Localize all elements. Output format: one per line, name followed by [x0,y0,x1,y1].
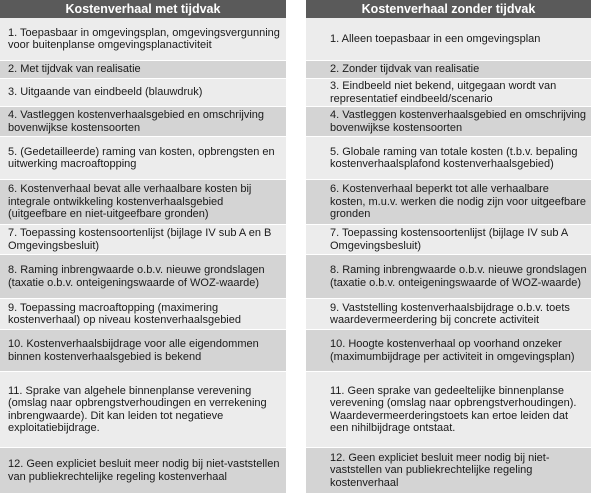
row-text: 11. Geen sprake van gedeeltelijke binnen… [330,384,577,435]
table-row: 9. Toepassing macroaftopping (maximering… [0,299,286,330]
table-row: 6. Kostenverhaal bevat alle verhaalbare … [0,180,286,225]
table-row: 12. Geen expliciet besluit meer nodig bi… [306,448,591,494]
row-text: 3. Eindbeeld niet bekend, uitgegaan word… [330,80,557,105]
table-row: 6. Kostenverhaal beperkt tot alle verhaa… [306,180,591,225]
table-row: 11. Geen sprake van gedeeltelijke binnen… [306,372,591,448]
row-text: 9. Toepassing macroaftopping (maximering… [8,301,241,327]
row-text: 12. Geen expliciet besluit meer nodig bi… [330,451,550,489]
row-text: 7. Toepassing kostensoortenlijst (bijlag… [8,227,272,252]
row-text: 1. Toepasbaar in omgevingsplan, omgeving… [8,26,280,52]
table-row: 3. Eindbeeld niet bekend, uitgegaan word… [306,79,591,107]
table-row: 3. Uitgaande van eindbeeld (blauwdruk) [0,79,286,107]
row-text: 4. Vastleggen kostenverhaalsgebied en om… [330,109,587,134]
row-text: 1. Alleen toepasbaar in een omgevingspla… [330,32,541,45]
row-text: 8. Raming inbrengwaarde o.b.v. nieuwe gr… [8,264,265,289]
table-row: 12. Geen expliciet besluit meer nodig bi… [0,448,286,494]
table-row: 1. Alleen toepasbaar in een omgevingspla… [306,18,591,61]
column-header-zonder-tijdvak: Kostenverhaal zonder tijdvak [306,0,591,18]
column-zonder-tijdvak: Kostenverhaal zonder tijdvak 1. Alleen t… [306,0,591,497]
row-text: 4. Vastleggen kostenverhaalsgebied en om… [8,109,265,134]
row-text: 5. (Gedetailleerde) raming van kosten, o… [8,145,275,171]
table-row: 1. Toepasbaar in omgevingsplan, omgeving… [0,18,286,61]
table-row: 9. Vaststelling kostenverhaalsbijdrage o… [306,299,591,330]
row-text: 9. Vaststelling kostenverhaalsbijdrage o… [330,301,570,327]
table-row: 4. Vastleggen kostenverhaalsgebied en om… [0,107,286,137]
table-row: 5. Globale raming van totale kosten (t.b… [306,137,591,180]
row-text: 2. Met tijdvak van realisatie [8,63,141,76]
row-text: 10. Hoogte kostenverhaal op voorhand onz… [330,338,575,363]
column-header-met-tijdvak: Kostenverhaal met tijdvak [0,0,286,18]
table-row: 2. Met tijdvak van realisatie [0,61,286,79]
table-row: 11. Sprake van algehele binnenplanse ver… [0,372,286,448]
row-text: 11. Sprake van algehele binnenplanse ver… [8,384,267,435]
row-text: 3. Uitgaande van eindbeeld (blauwdruk) [8,86,203,99]
table-row: 8. Raming inbrengwaarde o.b.v. nieuwe gr… [0,255,286,299]
table-row: 5. (Gedetailleerde) raming van kosten, o… [0,137,286,180]
row-text: 10. Kostenverhaalsbijdrage voor alle eig… [8,338,259,363]
table-row: 10. Kostenverhaalsbijdrage voor alle eig… [0,330,286,372]
table-row: 2. Zonder tijdvak van realisatie [306,61,591,79]
table-row: 8. Raming inbrengwaarde o.b.v. nieuwe gr… [306,255,591,299]
row-text: 12. Geen expliciet besluit meer nodig bi… [8,458,280,483]
row-text: 8. Raming inbrengwaarde o.b.v. nieuwe gr… [330,264,587,289]
table-row: 7. Toepassing kostensoortenlijst (bijlag… [306,225,591,255]
table-row: 7. Toepassing kostensoortenlijst (bijlag… [0,225,286,255]
row-text: 2. Zonder tijdvak van realisatie [330,63,480,76]
table-row: 4. Vastleggen kostenverhaalsgebied en om… [306,107,591,137]
table-row: 10. Hoogte kostenverhaal op voorhand onz… [306,330,591,372]
row-text: 6. Kostenverhaal bevat alle verhaalbare … [8,183,252,221]
row-text: 6. Kostenverhaal beperkt tot alle verhaa… [330,183,586,221]
column-met-tijdvak: Kostenverhaal met tijdvak 1. Toepasbaar … [0,0,286,497]
row-text: 5. Globale raming van totale kosten (t.b… [330,145,578,171]
row-text: 7. Toepassing kostensoortenlijst (bijlag… [330,227,568,252]
